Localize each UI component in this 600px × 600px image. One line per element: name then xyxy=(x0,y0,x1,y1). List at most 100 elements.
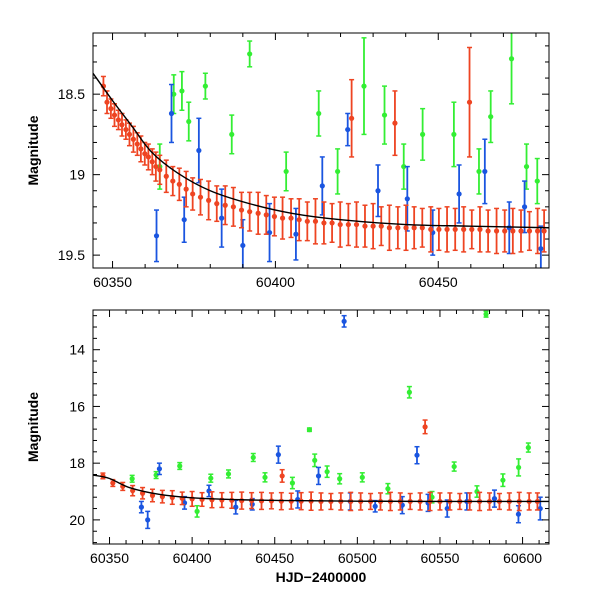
data-point xyxy=(279,215,286,221)
x-tick-label: 60350 xyxy=(93,274,132,290)
x-tick-label: 60500 xyxy=(338,550,377,566)
x-tick-label: 60450 xyxy=(419,274,458,290)
data-point xyxy=(208,475,214,481)
data-point xyxy=(525,444,531,451)
data-point xyxy=(411,225,417,231)
data-point xyxy=(372,503,378,509)
data-point xyxy=(420,131,426,138)
x-tick-label: 60550 xyxy=(420,550,459,566)
data-point xyxy=(385,486,391,492)
data-point xyxy=(255,210,261,216)
data-point xyxy=(508,56,515,62)
data-point xyxy=(283,168,289,175)
data-point xyxy=(229,497,235,503)
y-tick-label: 14 xyxy=(69,342,85,358)
data-point xyxy=(168,110,175,117)
model-curve xyxy=(93,72,549,229)
data-point xyxy=(403,225,409,231)
data-point xyxy=(186,118,192,125)
data-point xyxy=(493,228,500,234)
data-point xyxy=(145,154,151,160)
data-point xyxy=(190,191,196,197)
data-point xyxy=(306,427,313,433)
data-point xyxy=(406,389,412,395)
data-point xyxy=(469,226,475,232)
data-point xyxy=(206,197,212,203)
data-point xyxy=(538,246,544,252)
data-point xyxy=(375,188,381,194)
data-point xyxy=(219,215,225,221)
data-point xyxy=(466,99,473,105)
data-point xyxy=(100,83,107,89)
data-point xyxy=(335,168,341,175)
data-point xyxy=(451,131,457,138)
data-point xyxy=(153,163,159,170)
data-point xyxy=(108,106,114,112)
data-point xyxy=(130,136,136,142)
plot-frame xyxy=(92,309,550,545)
y-tick-label: 18 xyxy=(69,455,85,471)
data-point xyxy=(337,476,343,482)
data-point xyxy=(483,311,489,317)
data-point xyxy=(196,147,202,154)
data-point xyxy=(392,120,398,126)
data-point xyxy=(119,122,125,128)
data-point xyxy=(271,213,278,220)
data-point xyxy=(386,225,392,231)
data-point xyxy=(404,196,410,202)
data-point xyxy=(279,473,285,479)
data-point xyxy=(370,223,376,229)
data-point xyxy=(316,110,322,117)
y-tick-label: 19.5 xyxy=(58,247,85,263)
data-point xyxy=(222,202,228,208)
data-point xyxy=(337,221,343,228)
data-point xyxy=(541,228,547,234)
data-point xyxy=(138,504,145,510)
data-point xyxy=(312,457,318,463)
data-point xyxy=(482,168,488,175)
data-point xyxy=(209,497,215,503)
data-point xyxy=(523,163,530,170)
data-point xyxy=(197,194,204,200)
series-2 xyxy=(100,419,541,512)
x-tick-label: 60350 xyxy=(90,550,129,566)
data-point xyxy=(510,228,516,234)
data-point xyxy=(345,221,351,228)
data-point xyxy=(110,480,116,486)
data-point xyxy=(134,141,140,147)
series-0 xyxy=(157,33,540,205)
data-point xyxy=(349,115,355,121)
data-point xyxy=(275,452,281,458)
data-point xyxy=(206,488,212,494)
data-point xyxy=(461,226,467,232)
data-point xyxy=(456,191,462,197)
data-point xyxy=(378,223,384,229)
data-point xyxy=(488,114,494,120)
data-point xyxy=(476,168,482,175)
data-point xyxy=(395,225,401,231)
top-panel: 60350 60400 60450 18.5 19 19.5 Magnitude xyxy=(25,32,550,290)
x-tick-label: 60400 xyxy=(173,550,212,566)
data-point xyxy=(345,126,351,133)
data-point xyxy=(319,183,325,189)
model-curve xyxy=(93,474,549,503)
data-point xyxy=(353,221,360,228)
data-point xyxy=(157,167,163,173)
data-point xyxy=(535,228,541,234)
bottom-panel: 60350 60400 60450 60500 60550 60600 14 16 18 20 Ma… xyxy=(25,309,550,585)
data-point xyxy=(111,112,118,118)
data-point xyxy=(156,466,163,472)
data-point xyxy=(381,112,388,118)
data-point xyxy=(321,220,327,226)
data-point xyxy=(329,220,335,226)
y-axis-label: Magnitude xyxy=(25,115,41,185)
series-1 xyxy=(153,83,544,268)
data-point xyxy=(359,474,365,480)
data-point xyxy=(262,474,268,480)
data-point xyxy=(422,424,428,430)
data-point xyxy=(145,517,151,523)
data-point xyxy=(477,226,483,232)
data-point xyxy=(293,231,299,237)
data-point xyxy=(401,163,407,170)
